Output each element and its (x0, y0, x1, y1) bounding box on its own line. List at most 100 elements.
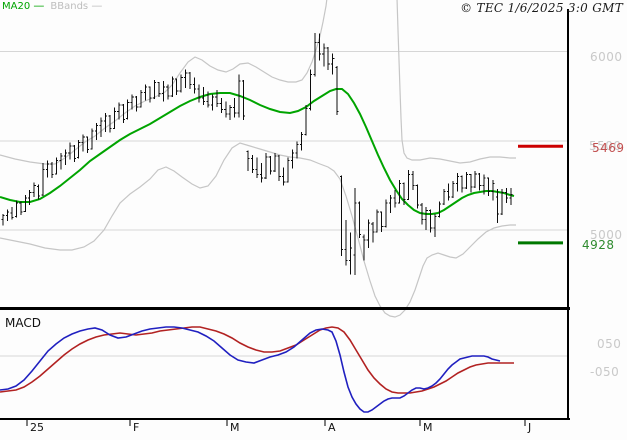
ohlc-bar (299, 131, 304, 151)
ohlc-bar (304, 105, 308, 136)
month-axis-label: F (133, 421, 140, 434)
ohlc-bar (19, 201, 23, 215)
ohlc-bar (415, 184, 419, 209)
ohlc-bar (366, 219, 370, 248)
ohlc-bar (264, 153, 268, 180)
ohlc-bar (121, 104, 125, 123)
ohlc-bar (157, 81, 161, 98)
ohlc-bar (339, 175, 344, 256)
ohlc-bar (246, 150, 250, 172)
ohlc-bar (495, 188, 500, 223)
ohlc-bar (99, 117, 103, 138)
ohlc-bar (170, 76, 174, 98)
ohlc-bar (469, 173, 473, 193)
ohlc-bar (255, 157, 259, 179)
ohlc-bar (424, 206, 428, 230)
ohlc-bar (371, 221, 375, 243)
ohlc-bar (473, 171, 477, 189)
ohlc-bar (317, 33, 321, 61)
ohlc-bar (32, 182, 36, 197)
ohlc-bar (362, 234, 366, 261)
ohlc-bar (197, 84, 201, 103)
ohlc-bar (215, 89, 219, 107)
ohlc-bar (241, 80, 246, 121)
ohlc-bar (344, 220, 348, 266)
ohlc-bar (10, 206, 14, 220)
ohlc-bar (286, 157, 290, 183)
ohlc-bar (41, 163, 45, 197)
ohlc-bar (509, 188, 513, 206)
ohlc-bar (384, 199, 388, 228)
macd-panel-label: MACD (5, 316, 41, 330)
legend-item-ma20: MA20 — (2, 0, 44, 12)
ohlc-bar (335, 65, 339, 115)
ohlc-bar (268, 155, 272, 175)
ohlc-bar (233, 97, 237, 118)
ohlc-bar (5, 209, 10, 222)
ohlc-bar (331, 53, 335, 75)
bollinger-lower-line (0, 142, 516, 318)
ohlc-bar (72, 145, 76, 163)
ohlc-bar (277, 155, 281, 181)
ohlc-bar (478, 172, 482, 191)
ohlc-bar (166, 84, 170, 100)
ohlc-bar (108, 114, 112, 133)
ohlc-bar (77, 139, 81, 159)
support-level-label: 4928 (582, 237, 615, 252)
ohlc-bar (50, 162, 54, 179)
ohlc-bar (482, 174, 486, 195)
ohlc-bar (353, 188, 357, 275)
ohlc-bar (455, 172, 460, 192)
right-axis-line (567, 9, 569, 419)
ohlc-bar (175, 78, 179, 96)
macd-top-border (0, 307, 570, 310)
macd-fast-line (0, 326, 501, 413)
ohlc-bar (103, 113, 108, 132)
ohlc-bar (117, 102, 121, 120)
ohlc-bar (460, 175, 464, 193)
resistance-level-label: 5469 (592, 141, 625, 156)
ohlc-bar (397, 180, 402, 204)
bollinger-upper-line (0, 0, 328, 165)
price-axis-label: 6000 (590, 49, 623, 64)
ohlc-bar (411, 171, 415, 190)
ma20-line (0, 88, 515, 215)
legend-item-bbands: BBands — (50, 0, 102, 12)
ohlc-bar (68, 142, 72, 160)
ohlc-bar (112, 107, 116, 130)
ohlc-bar (442, 188, 446, 206)
ohlc-bar (237, 74, 241, 118)
ohlc-bar (451, 180, 455, 198)
ohlc-bar (250, 155, 255, 173)
ma20-legend-label: MA20 (2, 1, 31, 12)
ohlc-bar (348, 232, 353, 275)
ohlc-bar (375, 209, 379, 233)
month-axis-label: M (230, 421, 240, 434)
ohlc-bar (192, 77, 197, 94)
month-axis-label: A (328, 421, 336, 434)
ohlc-bar (86, 136, 90, 154)
ohlc-bar (486, 177, 491, 197)
ohlc-bar (179, 74, 183, 93)
price-axis-label: 5500 (589, 138, 622, 153)
ohlc-bar (139, 89, 143, 108)
ohlc-bar (210, 94, 214, 111)
copyright-text: © TEC 1/6/2025 3:0 GMT (460, 1, 623, 15)
ohlc-bar (161, 80, 165, 102)
ohlc-bar (94, 122, 99, 140)
ohlc-bar (429, 209, 433, 233)
ohlc-bar (500, 188, 504, 215)
month-axis-label: 25 (30, 421, 44, 434)
ohlc-bar (1, 213, 5, 226)
ohlc-bar (59, 153, 63, 170)
ohlc-bar (90, 128, 94, 150)
ohlc-bar (152, 80, 157, 99)
ohlc-bar (228, 105, 232, 121)
legend: MA20 — BBands — (2, 0, 102, 13)
ohlc-bar (130, 94, 134, 110)
ohlc-bar (219, 97, 223, 114)
ohlc-bar (14, 200, 18, 218)
ohlc-bar (37, 184, 41, 200)
